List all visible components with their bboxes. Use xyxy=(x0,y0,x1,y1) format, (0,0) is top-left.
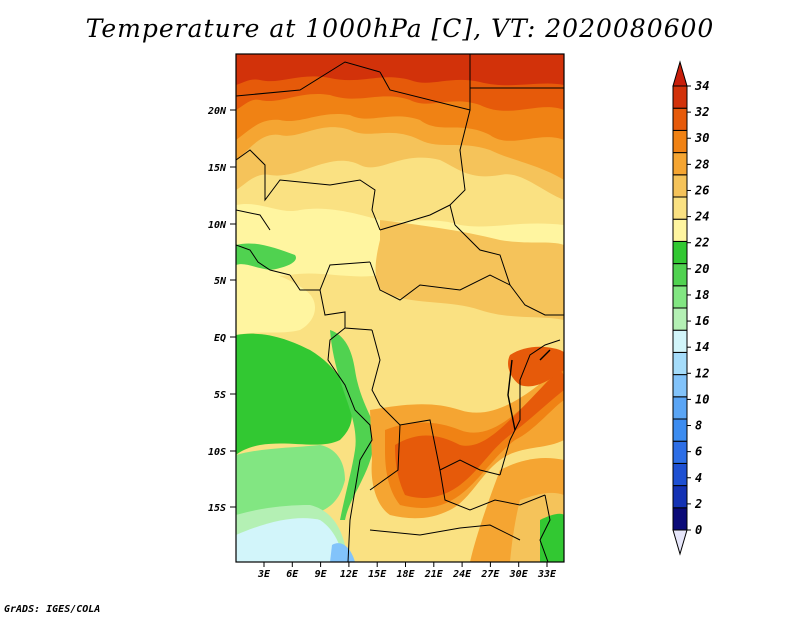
lon-label: 27E xyxy=(480,569,500,580)
colorbar-label: 0 xyxy=(695,523,702,537)
colorbar-swatch xyxy=(672,152,688,176)
grads-credit: GrADS: IGES/COLA xyxy=(4,604,101,615)
colorbar-label: 4 xyxy=(695,471,702,485)
lon-label: 15E xyxy=(368,569,387,580)
colorbar-label: 8 xyxy=(695,419,702,433)
colorbar-label: 10 xyxy=(695,392,709,406)
colorbar-label: 12 xyxy=(695,366,709,380)
colorbar-swatch xyxy=(672,374,688,398)
lat-label: EQ xyxy=(214,333,226,344)
colorbar-label: 16 xyxy=(695,314,709,328)
lon-label: 33E xyxy=(537,569,557,580)
lon-label: 24E xyxy=(452,569,472,580)
lon-label: 12E xyxy=(340,569,359,580)
colorbar-label: 18 xyxy=(695,288,709,302)
colorbar-swatch xyxy=(672,307,688,331)
colorbar-label: 32 xyxy=(694,105,709,119)
colorbar-swatch xyxy=(672,107,688,131)
chart-title: Temperature at 1000hPa [C], VT: 20200806… xyxy=(85,14,715,43)
colorbar-label: 28 xyxy=(694,157,709,171)
lon-label: 18E xyxy=(396,569,415,580)
colorbar-label: 30 xyxy=(694,131,709,145)
colorbar-swatch xyxy=(672,174,688,198)
colorbar-swatch xyxy=(672,329,688,353)
colorbar-label: 14 xyxy=(695,340,709,354)
lat-label: 15N xyxy=(208,163,227,174)
colorbar-swatch xyxy=(672,285,688,309)
lat-label: 5S xyxy=(214,390,226,401)
lon-label: 6E xyxy=(286,569,299,580)
colorbar-swatch xyxy=(672,129,688,154)
lat-label: 15S xyxy=(208,503,226,514)
colorbar-swatch xyxy=(672,85,688,109)
lon-label: 9E xyxy=(315,569,328,580)
colorbar-label: 34 xyxy=(694,79,709,93)
lon-label: 30E xyxy=(509,569,529,580)
colorbar-swatch xyxy=(672,462,688,487)
colorbar-swatch xyxy=(672,485,688,509)
colorbar-swatch xyxy=(672,263,688,287)
lat-label: 20N xyxy=(207,106,227,117)
colorbar-swatch xyxy=(672,351,688,376)
longitude-axis: 3E 6E 9E 12E 15E 18E 21E 24E 27E 30E 33E xyxy=(257,562,557,580)
colorbar-swatch xyxy=(672,396,688,420)
colorbar-swatch xyxy=(672,418,688,442)
lon-label: 21E xyxy=(424,569,444,580)
colorbar-label: 26 xyxy=(694,183,709,197)
colorbar-under-triangle xyxy=(672,529,688,556)
map-frame xyxy=(235,53,565,563)
temperature-field xyxy=(236,54,564,562)
lat-label: 10N xyxy=(208,220,227,231)
colorbar-swatch xyxy=(672,218,688,242)
colorbar-label: 2 xyxy=(694,497,702,511)
colorbar-label: 20 xyxy=(694,262,709,276)
colorbar-label: 6 xyxy=(695,445,702,459)
country-borders xyxy=(236,54,564,562)
colorbar-over-triangle xyxy=(672,60,688,87)
colorbar-label: 24 xyxy=(694,210,709,224)
latitude-axis: 20N 15N 10N 5N EQ 5S 10S 15S xyxy=(207,106,236,514)
lat-label: 5N xyxy=(214,276,227,287)
colorbar-swatch xyxy=(672,196,688,220)
colorbar-swatch xyxy=(672,440,688,464)
colorbar-label: 22 xyxy=(694,236,709,250)
lat-label: 10S xyxy=(208,447,226,458)
colorbar-swatch xyxy=(672,240,688,265)
colorbar-swatch xyxy=(672,507,688,531)
lon-label: 3E xyxy=(257,569,271,580)
